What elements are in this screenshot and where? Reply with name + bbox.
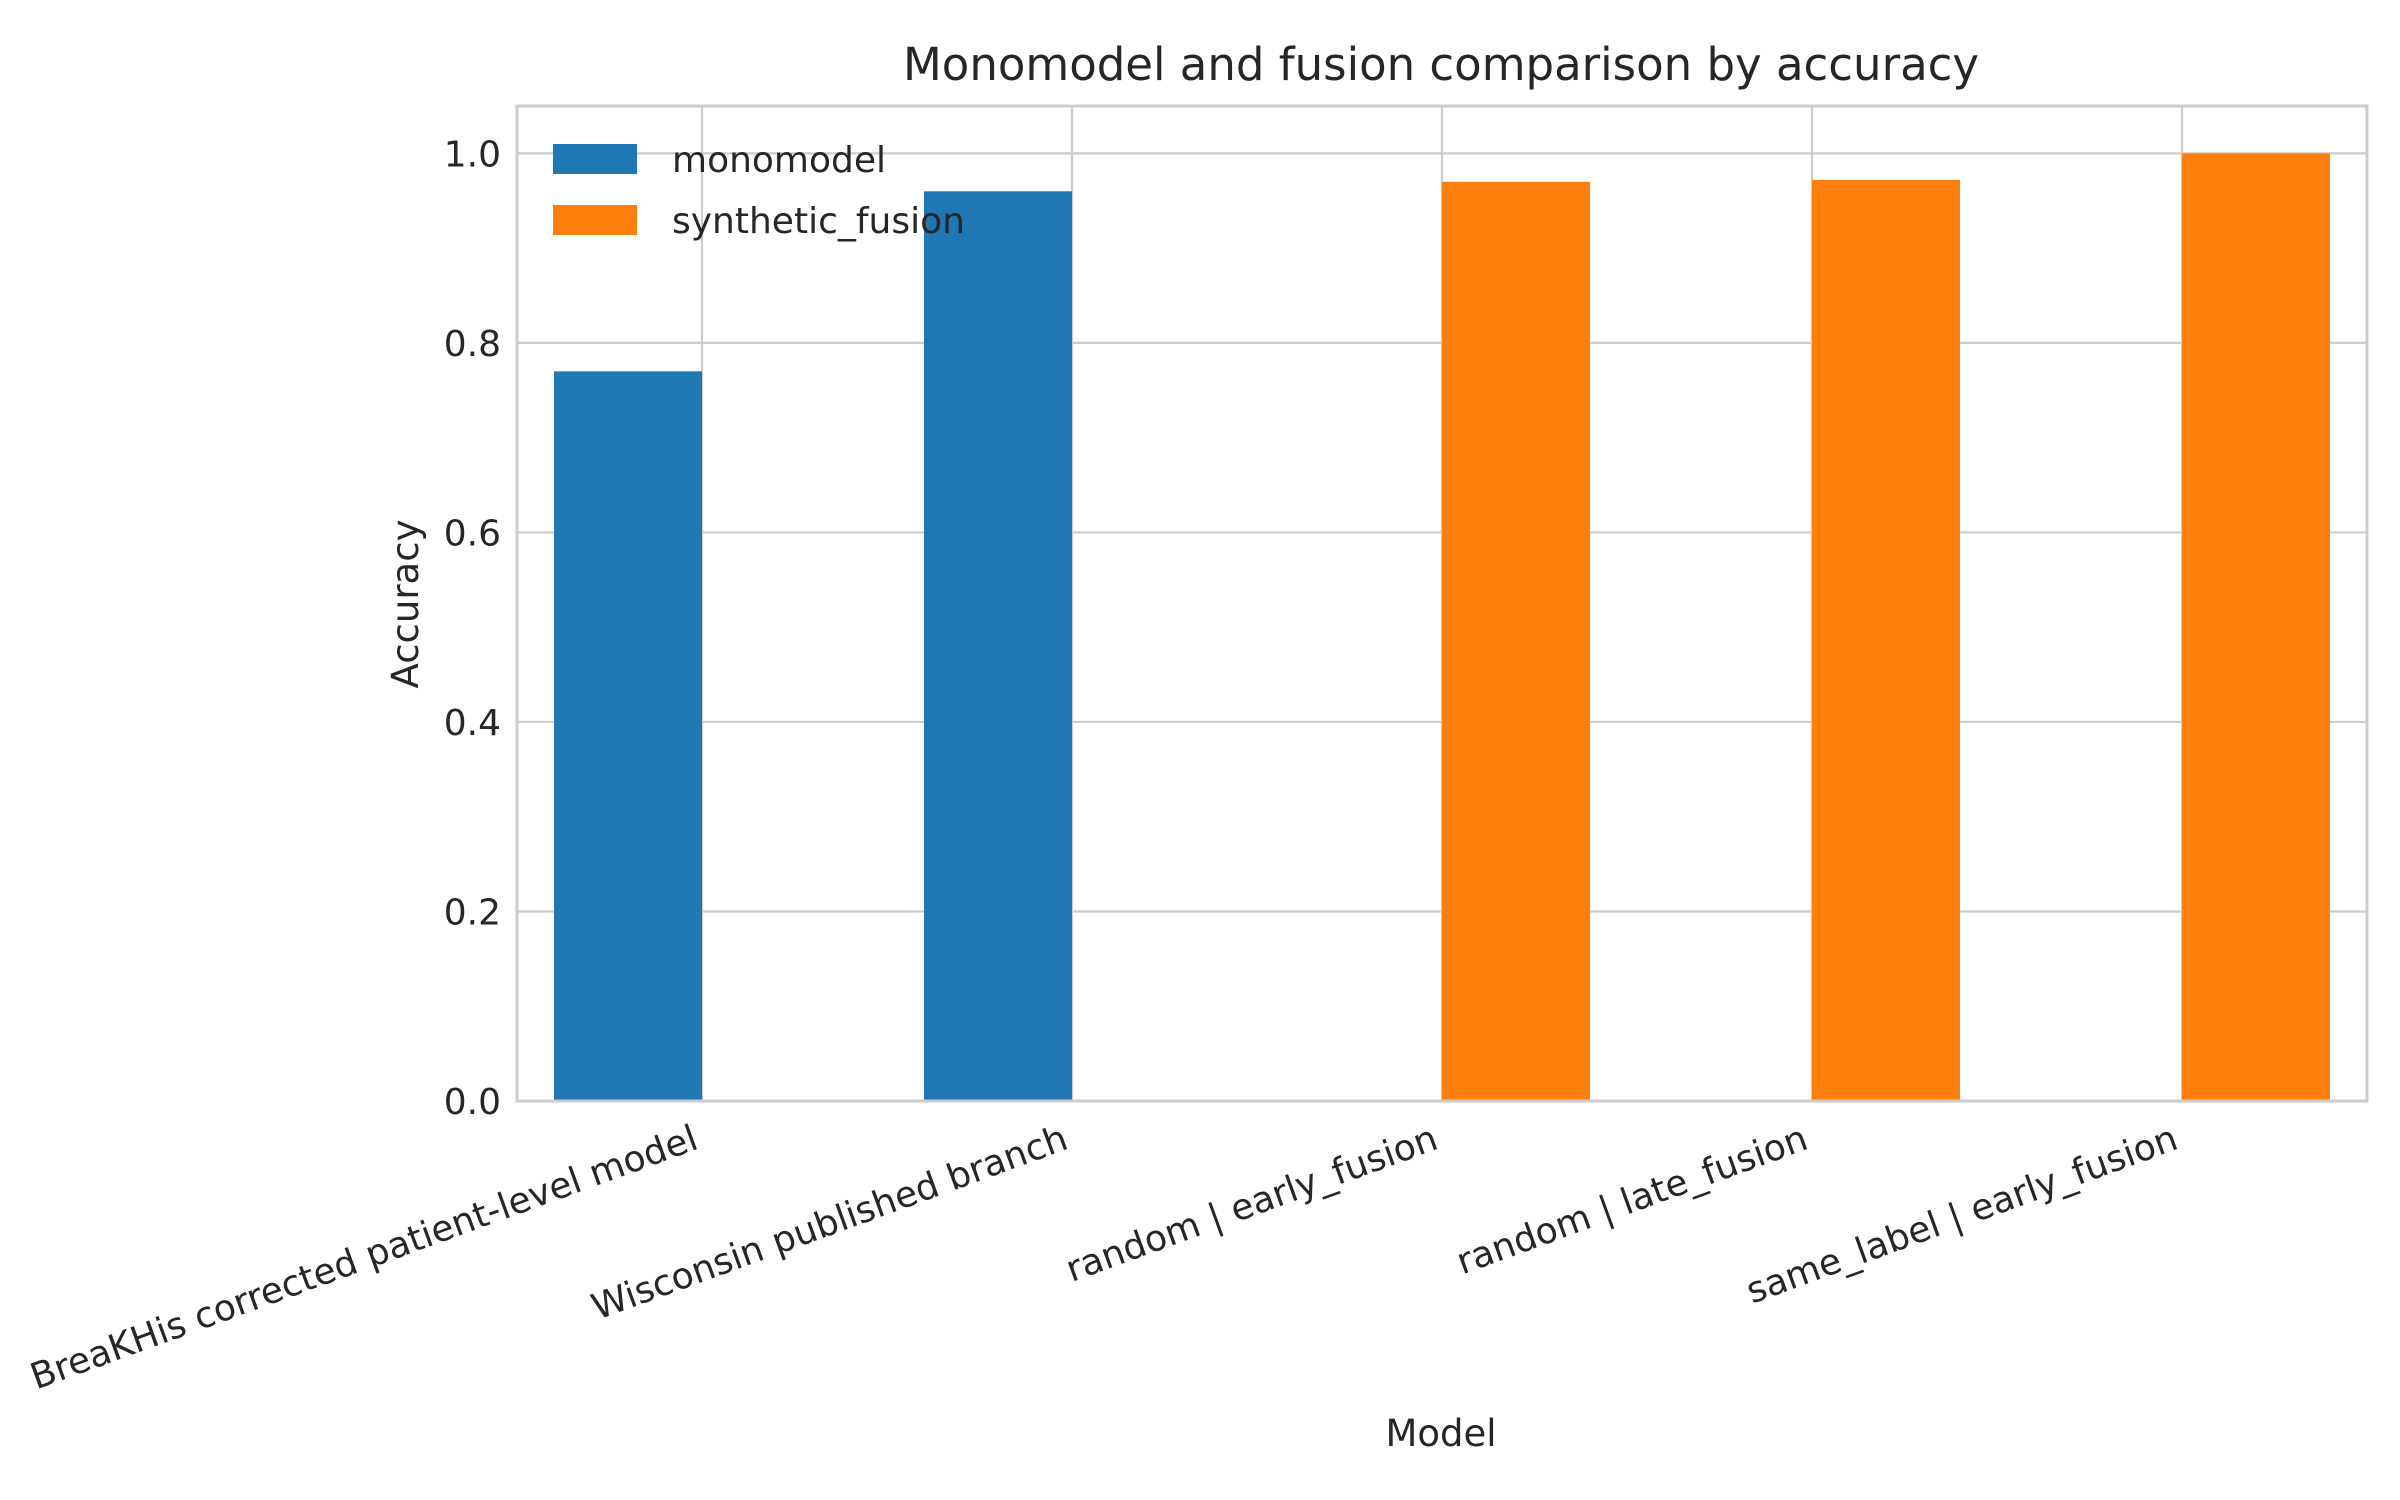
y-tick-label: 1.0 — [444, 134, 501, 175]
x-tick-label: random | late_fusion — [1451, 1118, 1813, 1283]
bar-monomodel-0 — [554, 371, 702, 1101]
chart-title: Monomodel and fusion comparison by accur… — [903, 38, 1979, 91]
x-axis-label: Model — [1385, 1412, 1496, 1455]
bar-synthetic_fusion-3 — [1812, 179, 1960, 1101]
legend-swatch-monomodel — [553, 144, 637, 174]
y-tick-label: 0.8 — [444, 324, 501, 365]
bar-monomodel-1 — [924, 191, 1072, 1102]
legend-label-monomodel: monomodel — [672, 140, 886, 181]
legend-swatch-synthetic_fusion — [553, 205, 637, 235]
legend: monomodel synthetic_fusion — [553, 140, 965, 242]
x-tick-label: BreaKHis corrected patient-level model — [25, 1118, 703, 1398]
bars — [554, 153, 2330, 1102]
y-tick-label: 0.6 — [444, 513, 501, 554]
y-tick-label: 0.0 — [444, 1082, 501, 1123]
x-tick-label: random | early_fusion — [1061, 1118, 1443, 1291]
bar-synthetic_fusion-4 — [2182, 153, 2330, 1101]
y-tick-label: 0.4 — [444, 703, 501, 744]
x-tick-labels: BreaKHis corrected patient-level modelWi… — [25, 1118, 2183, 1398]
plot-frame — [515, 104, 2369, 1103]
y-axis-label: Accuracy — [384, 520, 427, 689]
y-tick-label: 0.2 — [444, 892, 501, 933]
legend-label-synthetic_fusion: synthetic_fusion — [672, 201, 965, 242]
y-tick-labels: 0.0 0.2 0.4 0.6 0.8 1.0 — [444, 134, 501, 1123]
bar-synthetic_fusion-2 — [1442, 181, 1590, 1102]
